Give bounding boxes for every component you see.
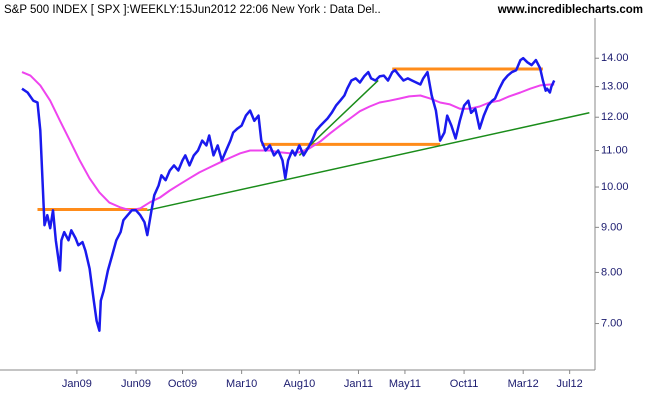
x-tick-label: Jan09	[62, 378, 92, 390]
chart-subtitle: www.incrediblecharts.com	[497, 4, 643, 16]
y-tick-label: 14.00	[601, 52, 629, 64]
x-tick-label: Mar10	[226, 378, 257, 390]
y-tick-label: 7.00	[601, 317, 622, 329]
y-tick-label: 9.00	[601, 221, 622, 233]
x-tick-label: Oct09	[168, 378, 197, 390]
x-tick-label: Jul12	[557, 378, 583, 390]
price-line	[21, 56, 556, 332]
x-tick-label: Mar12	[508, 378, 539, 390]
chart-title: S&P 500 INDEX [ SPX ]:WEEKLY:15Jun2012 2…	[4, 4, 381, 16]
x-tick-label: Aug10	[283, 378, 315, 390]
x-tick-label: May11	[389, 378, 421, 390]
y-tick-label: 8.00	[601, 266, 622, 278]
x-tick-label: Jun09	[121, 378, 151, 390]
y-tick-label: 12.00	[601, 111, 629, 123]
y-tick-label: 11.00	[601, 144, 628, 156]
x-tick-label: Oct11	[450, 378, 479, 390]
trend-line	[298, 79, 379, 156]
y-tick-label: 13.00	[601, 80, 629, 92]
x-tick-label: Jan11	[344, 378, 373, 390]
trend-line	[147, 112, 590, 212]
y-tick-label: 10.00	[601, 181, 629, 193]
